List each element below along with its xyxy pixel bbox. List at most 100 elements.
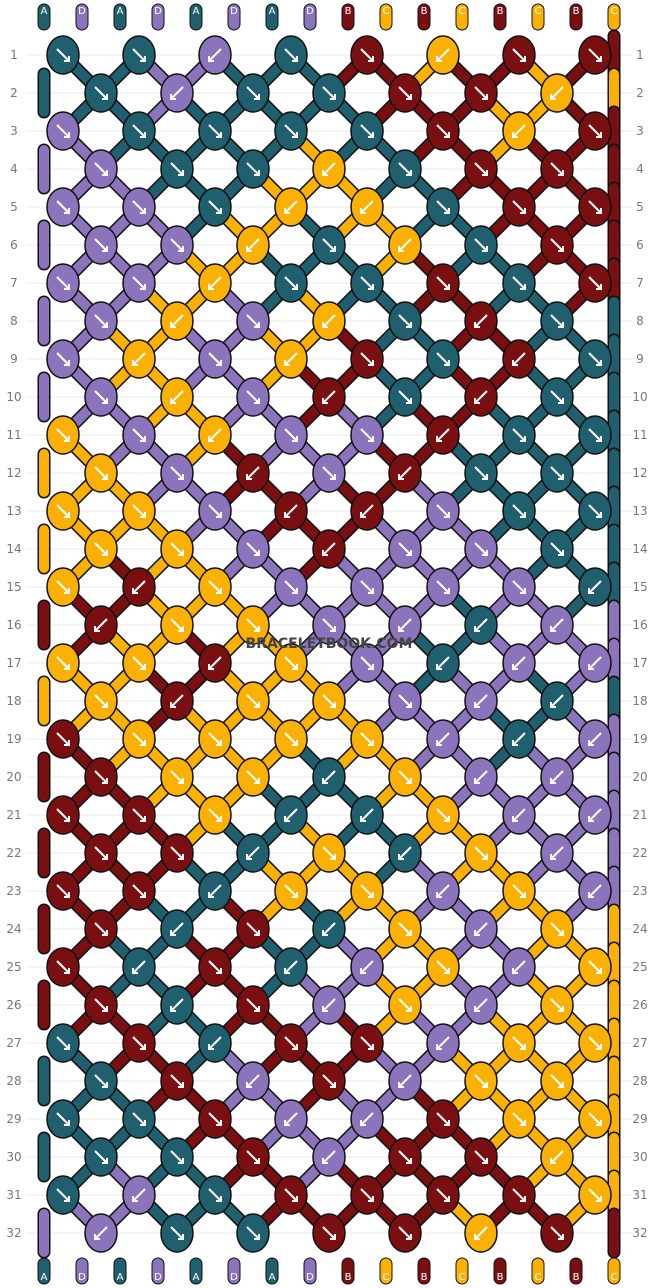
knot <box>464 1137 498 1177</box>
knot-arrow-head-icon <box>520 56 526 62</box>
string-bottom-tab: D <box>151 1257 165 1285</box>
knot-arrow-head-icon <box>360 512 366 518</box>
knot-arrow-head-icon <box>216 1120 222 1126</box>
knot-arrow-head-icon <box>368 436 374 442</box>
knot <box>464 757 498 797</box>
knot <box>312 1061 346 1101</box>
knot <box>160 1137 194 1177</box>
row-number-right: 4 <box>636 162 644 176</box>
knot <box>464 73 498 113</box>
knot-arrow-icon <box>588 732 602 746</box>
knot-arrow-icon <box>588 884 602 898</box>
knot-arrow-head-icon <box>596 1044 602 1050</box>
row-number-right: 17 <box>632 656 647 670</box>
knot <box>540 909 574 949</box>
knot-arrow-head-icon <box>284 360 290 366</box>
knot-arrow-head-icon <box>330 1234 336 1240</box>
knot-arrow-head-icon <box>64 436 70 442</box>
knot-arrow-head-icon <box>254 778 260 784</box>
knot <box>312 453 346 493</box>
knot <box>198 35 232 75</box>
string-letter: A <box>269 6 276 17</box>
knot-arrow-icon <box>246 466 260 480</box>
knot-arrow-head-icon <box>208 436 214 442</box>
knot-arrow-head-icon <box>596 208 602 214</box>
knot-arrow-head-icon <box>550 778 556 784</box>
knot <box>540 1213 574 1253</box>
knot-arrow-head-icon <box>140 740 146 746</box>
string-letter: D <box>230 1272 238 1283</box>
row-number-right: 15 <box>632 580 647 594</box>
knot-arrow-head-icon <box>474 1006 480 1012</box>
knot-arrow-icon <box>436 808 450 822</box>
row-number-right: 2 <box>636 86 644 100</box>
knot <box>464 1213 498 1253</box>
knot-arrow-icon <box>132 124 146 138</box>
knot <box>502 947 536 987</box>
knot <box>350 491 384 531</box>
knot-arrow-head-icon <box>406 94 412 100</box>
knot-arrow-icon <box>170 1150 184 1164</box>
knot-arrow-head-icon <box>178 1082 184 1088</box>
knot-arrow-icon <box>512 48 526 62</box>
knot <box>578 567 612 607</box>
knot <box>274 35 308 75</box>
knot <box>540 1061 574 1101</box>
knot-arrow-icon <box>588 48 602 62</box>
knot <box>160 377 194 417</box>
knot-arrow-icon <box>512 504 526 518</box>
knot <box>160 453 194 493</box>
knot <box>198 567 232 607</box>
knot <box>502 35 536 75</box>
knot-arrow-head-icon <box>322 398 328 404</box>
string-letter: A <box>269 1272 276 1283</box>
knot <box>426 111 460 151</box>
knot-arrow-icon <box>94 1074 108 1088</box>
knot-arrow-head-icon <box>406 778 412 784</box>
knot-arrow-head-icon <box>140 208 146 214</box>
knot-arrow-head-icon <box>436 56 442 62</box>
knot-arrow-icon <box>170 86 184 100</box>
knot <box>350 1023 384 1063</box>
string-bottom-tab: B <box>493 1257 507 1285</box>
string-end-tabs: A D A D A D A D B C B C B C B C A D A D A D A D B C B C B C B C <box>37 3 621 1285</box>
knot-arrow-icon <box>322 694 336 708</box>
knot <box>46 795 80 835</box>
knot-arrow-icon <box>246 1226 260 1240</box>
knot-arrow-head-icon <box>558 398 564 404</box>
knot-arrow-icon <box>474 238 488 252</box>
knot-arrow-icon <box>208 48 222 62</box>
knot-arrow-icon <box>170 238 184 252</box>
knot-arrow-head-icon <box>444 284 450 290</box>
knot <box>464 985 498 1025</box>
knot-arrow-icon <box>322 770 336 784</box>
knot-arrow-icon <box>550 466 564 480</box>
knot-arrow-icon <box>550 238 564 252</box>
row-number-right: 16 <box>632 618 647 632</box>
knot-arrow-head-icon <box>596 284 602 290</box>
knot-arrow-head-icon <box>406 398 412 404</box>
knot <box>464 605 498 645</box>
knot-arrow-icon <box>512 732 526 746</box>
knot-arrow-head-icon <box>322 322 328 328</box>
knot <box>426 643 460 683</box>
string-letter: C <box>459 6 466 17</box>
knot-arrow-icon <box>94 922 108 936</box>
knot-arrow-icon <box>360 428 374 442</box>
knot-arrow-head-icon <box>284 816 290 822</box>
knot-arrow-icon <box>436 1112 450 1126</box>
knot-arrow-icon <box>398 466 412 480</box>
knot <box>46 415 80 455</box>
knot <box>198 1023 232 1063</box>
knot <box>274 111 308 151</box>
knot-arrow-head-icon <box>368 284 374 290</box>
knot-arrow-head-icon <box>330 94 336 100</box>
knot <box>350 187 384 227</box>
knot-arrow-icon <box>208 656 222 670</box>
string-bottom-tab: C <box>379 1257 393 1285</box>
knot-arrow-icon <box>588 200 602 214</box>
knot-arrow-icon <box>322 618 336 632</box>
knot-arrow-icon <box>284 428 298 442</box>
knot-arrow-head-icon <box>102 322 108 328</box>
knot-arrow-head-icon <box>216 588 222 594</box>
